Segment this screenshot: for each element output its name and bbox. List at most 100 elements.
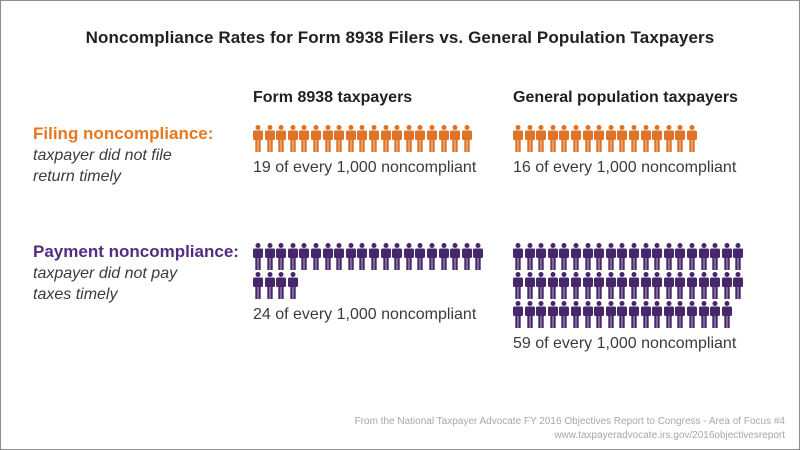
person-icon xyxy=(299,243,310,270)
person-icon xyxy=(536,243,547,270)
person-icon xyxy=(322,125,333,152)
pictogram-caption: 59 of every 1,000 noncompliant xyxy=(513,335,737,352)
person-icon xyxy=(628,272,639,299)
person-icon xyxy=(582,272,593,299)
person-icon xyxy=(721,243,732,270)
person-icon xyxy=(628,301,639,328)
person-icon xyxy=(253,125,263,152)
person-icon xyxy=(253,272,263,299)
pictogram-caption: 16 of every 1,000 noncompliant xyxy=(513,159,737,176)
person-icon xyxy=(686,272,697,299)
person-icon xyxy=(461,243,472,270)
person-icon xyxy=(513,301,523,328)
person-icon xyxy=(605,125,616,152)
person-icon xyxy=(287,125,298,152)
person-icon xyxy=(536,301,547,328)
person-icon xyxy=(438,243,449,270)
person-icon xyxy=(368,125,379,152)
person-icon xyxy=(547,243,558,270)
person-icon xyxy=(663,301,674,328)
person-icon xyxy=(403,125,414,152)
person-icon xyxy=(276,243,287,270)
pictogram-caption: 24 of every 1,000 noncompliant xyxy=(253,306,477,323)
person-icon xyxy=(617,301,628,328)
person-icon xyxy=(559,125,570,152)
footer-url: www.taxpayeradvocate.irs.gov/2016objecti… xyxy=(554,429,785,441)
person-icon xyxy=(617,272,628,299)
person-icon xyxy=(415,125,426,152)
pictogram-grid xyxy=(513,243,745,328)
person-icon xyxy=(721,301,732,328)
pictograph-chart: Form 8938 taxpayers General population t… xyxy=(33,87,785,353)
person-icon xyxy=(698,272,709,299)
person-icon xyxy=(640,243,651,270)
person-icon xyxy=(698,301,709,328)
person-icon xyxy=(547,125,558,152)
person-icon xyxy=(253,243,263,270)
person-icon xyxy=(640,272,651,299)
person-icon xyxy=(524,125,535,152)
pictogram-caption: 19 of every 1,000 noncompliant xyxy=(253,159,477,176)
person-icon xyxy=(450,125,461,152)
person-icon xyxy=(426,125,437,152)
person-icon xyxy=(524,243,535,270)
pictograph-cell-payment-form8938: 24 of every 1,000 noncompliant xyxy=(253,241,513,353)
person-icon xyxy=(652,125,663,152)
person-icon xyxy=(276,125,287,152)
person-icon xyxy=(686,243,697,270)
person-icon xyxy=(652,243,663,270)
chart-title: Noncompliance Rates for Form 8938 Filers… xyxy=(85,28,715,47)
person-icon xyxy=(345,125,356,152)
person-icon xyxy=(675,272,686,299)
person-icon xyxy=(276,272,287,299)
person-icon xyxy=(524,301,535,328)
person-icon xyxy=(536,272,547,299)
person-icon xyxy=(559,243,570,270)
person-icon xyxy=(380,243,391,270)
person-icon xyxy=(547,301,558,328)
person-icon xyxy=(686,301,697,328)
person-icon xyxy=(570,272,581,299)
footer-source-line: From the National Taxpayer Advocate FY 2… xyxy=(354,416,785,427)
person-icon xyxy=(652,272,663,299)
person-icon xyxy=(617,243,628,270)
person-icon xyxy=(299,125,310,152)
person-icon xyxy=(582,301,593,328)
person-icon xyxy=(287,243,298,270)
person-icon xyxy=(698,243,709,270)
pictograph-cell-filing-form8938: 19 of every 1,000 noncompliant xyxy=(253,123,513,241)
person-icon xyxy=(264,272,275,299)
person-icon xyxy=(675,125,686,152)
person-icon xyxy=(345,243,356,270)
pictograph-cell-filing-general: 16 of every 1,000 noncompliant xyxy=(513,123,785,241)
person-icon xyxy=(380,125,391,152)
column-header-form-8938: Form 8938 taxpayers xyxy=(253,89,413,106)
pictogram-grid xyxy=(253,243,485,299)
person-icon xyxy=(287,272,298,299)
person-icon xyxy=(392,243,403,270)
person-icon xyxy=(547,272,558,299)
person-icon xyxy=(594,125,605,152)
person-icon xyxy=(392,125,403,152)
person-icon xyxy=(628,125,639,152)
person-icon xyxy=(513,125,523,152)
person-icon xyxy=(721,272,732,299)
person-icon xyxy=(617,125,628,152)
row-label-payment-noncompliance: Payment noncompliance: taxpayer did not … xyxy=(33,241,253,353)
person-icon xyxy=(513,243,523,270)
spacer-cell xyxy=(33,87,253,123)
person-icon xyxy=(334,243,345,270)
person-icon xyxy=(710,301,721,328)
person-icon xyxy=(570,125,581,152)
person-icon xyxy=(594,243,605,270)
person-icon xyxy=(582,243,593,270)
person-icon xyxy=(357,243,368,270)
person-icon xyxy=(450,243,461,270)
person-icon xyxy=(264,125,275,152)
person-icon xyxy=(710,243,721,270)
person-icon xyxy=(536,125,547,152)
person-icon xyxy=(605,272,616,299)
person-icon xyxy=(675,243,686,270)
person-icon xyxy=(628,243,639,270)
